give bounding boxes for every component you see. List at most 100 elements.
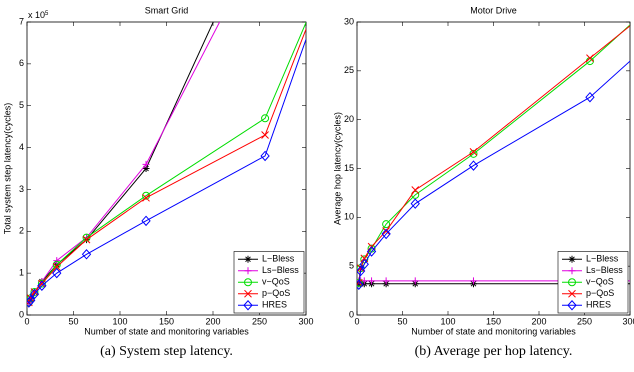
data-point xyxy=(142,193,150,202)
legend-marker xyxy=(243,278,253,287)
y-tick-label: 5 xyxy=(349,261,354,271)
data-point xyxy=(469,149,478,158)
data-point xyxy=(81,249,92,260)
data-point xyxy=(368,277,376,285)
data-point xyxy=(52,263,61,271)
data-point xyxy=(142,165,150,172)
legend-label: HRES xyxy=(262,300,287,310)
y-tick-label: 10 xyxy=(344,212,354,222)
legend-label: HRES xyxy=(586,300,611,310)
legend-label: Ls−Bless xyxy=(586,265,623,275)
y-tick-label: 20 xyxy=(344,114,354,124)
caption: (a) System step latency. xyxy=(100,344,233,359)
caption: (b) Average per hop latency. xyxy=(415,344,573,359)
y-tick-label: 0 xyxy=(19,309,24,319)
y-tick-label: 15 xyxy=(344,163,354,173)
legend-marker xyxy=(568,267,576,275)
legend-label: v−QoS xyxy=(586,277,614,287)
legend-label: Ls−Bless xyxy=(262,265,299,275)
data-point xyxy=(261,114,270,123)
legend-label: v−QoS xyxy=(262,277,290,287)
plot-data xyxy=(357,24,630,290)
data-point xyxy=(82,235,91,244)
series-line xyxy=(28,37,306,303)
data-point xyxy=(469,148,478,156)
chart-title: Smart Grid xyxy=(145,5,189,15)
data-point xyxy=(382,227,390,235)
x-tick-label: 200 xyxy=(531,316,546,326)
x-tick-label: 100 xyxy=(112,316,127,326)
legend-marker xyxy=(244,255,252,263)
y-axis-label: Total system step latency(cycles) xyxy=(2,103,12,235)
x-tick-label: 150 xyxy=(159,316,174,326)
data-point xyxy=(52,267,62,279)
data-point xyxy=(261,131,269,139)
data-point xyxy=(27,295,36,306)
data-point xyxy=(357,279,364,290)
subplot: Smart Grid 0 50 100 150 200 250 300 0 1 2 3 4 5 6 7 x 10… xyxy=(2,5,313,359)
x-tick-label: 0 xyxy=(24,316,29,326)
x-tick-label: 200 xyxy=(205,316,220,326)
data-point xyxy=(27,297,34,308)
data-point xyxy=(38,279,46,288)
data-point xyxy=(410,198,420,209)
data-point xyxy=(411,186,420,194)
data-point xyxy=(585,91,595,103)
legend-marker xyxy=(568,289,576,298)
multiplier-base: x 10 xyxy=(28,10,45,20)
y-tick-label: 4 xyxy=(19,142,24,152)
x-tick-label: 0 xyxy=(354,316,359,326)
y-tick-label: 1 xyxy=(19,268,24,278)
x-tick-label: 50 xyxy=(68,316,78,326)
data-point xyxy=(37,280,47,291)
legend-marker xyxy=(243,299,253,311)
y-tick-label: 5 xyxy=(19,100,24,110)
x-tick-label: 300 xyxy=(298,316,313,326)
legend-label: L−Bless xyxy=(586,254,619,264)
y-tick-label: 3 xyxy=(19,184,24,194)
y-tick-label: 30 xyxy=(344,16,354,26)
x-axis-label: Number of state and monitoring variables xyxy=(411,326,576,336)
legend-marker xyxy=(567,278,577,287)
data-point xyxy=(52,260,61,269)
data-point xyxy=(359,258,369,270)
data-point xyxy=(586,54,594,62)
data-point xyxy=(468,160,479,171)
legend-label: p−QoS xyxy=(586,288,614,298)
data-point xyxy=(366,246,377,257)
y-multiplier: x 105 xyxy=(28,10,49,20)
x-tick-label: 100 xyxy=(440,316,455,326)
subplot: Motor Drive 0 50 100 150 200 250 300 0 5 10 15 20 25 3… xyxy=(332,5,634,359)
y-tick-label: 25 xyxy=(344,65,354,75)
legend-label: L−Bless xyxy=(262,254,295,264)
data-point xyxy=(141,215,151,227)
y-tick-label: 0 xyxy=(349,309,354,319)
data-point xyxy=(357,265,366,277)
data-point xyxy=(53,257,61,265)
x-tick-label: 300 xyxy=(622,316,634,326)
data-point xyxy=(382,220,391,229)
x-axis-label: Number of state and monitoring variables xyxy=(84,326,249,336)
multiplier-exponent: 5 xyxy=(45,11,49,17)
legend-marker xyxy=(567,299,577,311)
legend-marker xyxy=(568,255,576,263)
x-tick-label: 50 xyxy=(397,316,407,326)
data-point xyxy=(367,244,376,253)
legend-marker xyxy=(244,267,252,275)
x-tick-label: 250 xyxy=(252,316,267,326)
y-tick-label: 6 xyxy=(19,58,24,68)
data-point xyxy=(382,277,390,285)
y-tick-label: 7 xyxy=(19,16,24,26)
y-tick-label: 2 xyxy=(19,226,24,236)
legend-label: p−QoS xyxy=(262,288,290,298)
data-point xyxy=(357,278,363,287)
data-point xyxy=(29,288,40,300)
data-point xyxy=(411,277,419,285)
series-line xyxy=(358,60,630,285)
x-tick-label: 150 xyxy=(486,316,501,326)
y-axis-label: Average hop latency(cycles) xyxy=(332,112,342,225)
data-point xyxy=(142,160,150,168)
